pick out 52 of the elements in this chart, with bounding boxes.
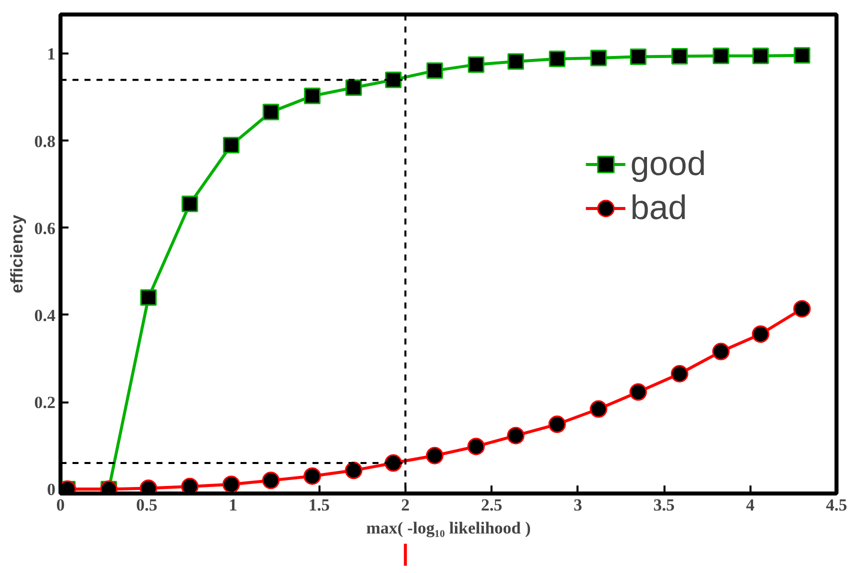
y-tick-label: 0.2 — [34, 393, 56, 412]
point — [384, 454, 402, 472]
point — [548, 416, 566, 433]
point — [344, 462, 362, 480]
x-tick-label: 1 — [228, 496, 238, 514]
point — [548, 50, 566, 68]
x-tick-label: 2.5 — [480, 496, 502, 514]
x-tick-label: 3.5 — [653, 496, 675, 514]
point — [304, 88, 321, 104]
point — [181, 478, 199, 494]
point — [182, 196, 198, 212]
legend-label: good — [630, 144, 706, 184]
x-tick-label: 1.5 — [308, 496, 330, 514]
point — [345, 79, 362, 96]
y-tick-label: 0.8 — [34, 132, 56, 151]
point — [426, 62, 443, 79]
point — [752, 325, 770, 343]
x-axis-title: max( -log₁₀ likelihood ) — [366, 518, 531, 538]
point — [671, 48, 688, 65]
point — [222, 136, 240, 154]
y-tick-label: 0.4 — [34, 306, 56, 325]
point — [629, 383, 647, 401]
point — [385, 72, 402, 88]
point — [222, 476, 240, 494]
point — [262, 472, 280, 490]
point — [590, 400, 608, 418]
point — [794, 47, 810, 64]
point — [140, 289, 157, 306]
point — [426, 446, 444, 464]
point — [262, 104, 280, 120]
x-tick-label: 3 — [574, 496, 582, 514]
point — [712, 48, 730, 64]
y-tick-label: 0 — [47, 480, 56, 500]
point — [590, 50, 607, 66]
point — [752, 48, 769, 64]
point — [712, 342, 730, 360]
point — [630, 48, 646, 65]
point — [508, 53, 524, 70]
x-tick-label: 4.5 — [826, 496, 848, 514]
point — [507, 426, 525, 444]
legend-label: bad — [630, 188, 688, 228]
x-tick-label: 4 — [746, 496, 756, 514]
x-tick-label: 0.5 — [136, 496, 158, 514]
y-axis-title: efficiency — [7, 214, 26, 294]
point — [468, 56, 484, 73]
y-tick-label: 1 — [47, 44, 56, 64]
point — [793, 300, 811, 318]
x-tick-label: 2 — [401, 496, 410, 514]
point — [467, 438, 485, 456]
point — [304, 467, 322, 485]
point — [670, 365, 688, 382]
y-tick-label: 0.6 — [34, 218, 56, 238]
